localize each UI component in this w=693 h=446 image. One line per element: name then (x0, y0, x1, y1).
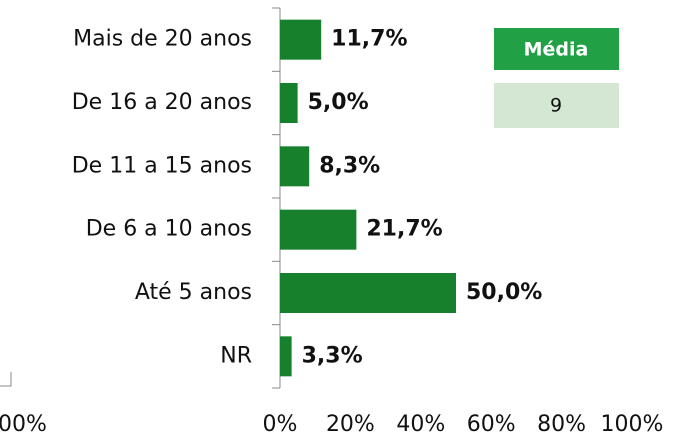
x-tick-label: 20% (326, 412, 375, 437)
y-tick-label: De 6 a 10 anos (86, 217, 252, 242)
value-label: 5,0% (308, 90, 369, 115)
y-tick-label: De 16 a 20 anos (72, 90, 252, 115)
value-label: 8,3% (319, 153, 380, 178)
bar (280, 83, 298, 123)
bar (280, 336, 292, 377)
x-tick-label: 100% (601, 412, 664, 437)
summary-header: Média (524, 39, 589, 61)
value-label: 3,3% (302, 343, 363, 368)
summary-value-box (494, 83, 619, 128)
value-label: 11,7% (331, 27, 407, 52)
y-tick-label: Até 5 anos (135, 280, 252, 305)
x-tick-label: 40% (396, 412, 445, 437)
y-tick-label: NR (220, 343, 252, 368)
y-tick-label: Mais de 20 anos (73, 27, 252, 52)
bar (280, 146, 310, 187)
x-tick-label: 80% (537, 412, 586, 437)
clipped-axis (0, 372, 12, 387)
bar (280, 209, 357, 250)
summary-value: 9 (550, 95, 562, 117)
bar (280, 19, 322, 60)
y-tick-label: De 11 a 15 anos (72, 153, 252, 178)
bar (280, 273, 456, 313)
x-tick-label: 60% (467, 412, 516, 437)
clipped-axis-label: 00% (0, 412, 47, 437)
x-tick-label: 0% (263, 412, 298, 437)
value-label: 50,0% (466, 280, 542, 305)
summary-header-box (494, 28, 619, 70)
value-label: 21,7% (366, 217, 442, 242)
